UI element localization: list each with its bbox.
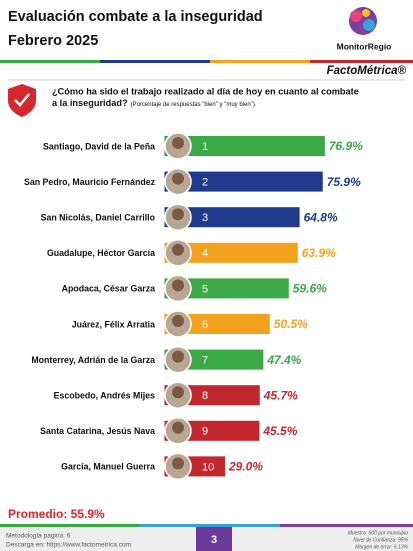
value-label: 50.5% <box>274 317 308 331</box>
rank: 2 <box>202 177 208 189</box>
photo-head <box>172 350 184 363</box>
bar <box>164 242 298 263</box>
value-label: 59.6% <box>293 282 327 296</box>
bars: Santiago, David de la Peña 1 76.9% San Pedr… <box>24 132 363 481</box>
logo-dot <box>350 10 362 22</box>
brand-logo <box>349 7 377 35</box>
rank: 9 <box>202 426 208 438</box>
rank: 5 <box>202 283 208 295</box>
logo-dot <box>363 19 375 31</box>
category-label: Santa Catarina, Jesús Nava <box>40 426 155 436</box>
value-label: 29.0% <box>228 460 263 474</box>
category-label: Guadalupe, Héctor García <box>47 248 155 258</box>
bar <box>164 171 323 192</box>
shield-icon <box>8 84 36 117</box>
category-label: García, Manuel Guerra <box>61 462 155 472</box>
stripe <box>280 524 413 527</box>
average: Promedio: 55.9% <box>8 507 105 521</box>
value-label: 47.4% <box>266 353 301 367</box>
brand-secondary: FactoMétrica® <box>327 65 407 77</box>
rank: 6 <box>202 319 208 331</box>
chart-title: Evaluación combate a la inseguridad <box>8 9 263 25</box>
category-label: Escobedo, Andrés Mijes <box>54 391 155 401</box>
photo-head <box>172 386 184 399</box>
photo-head <box>172 279 184 292</box>
shield <box>8 84 36 117</box>
value-label: 63.9% <box>302 246 336 260</box>
rank: 3 <box>202 212 208 224</box>
color-stripe <box>0 60 413 63</box>
value-label: 64.8% <box>304 210 338 224</box>
footer-methodology: Metodología página: 6 <box>6 533 71 540</box>
footer-download: Descarga en: https://www.factometrica.co… <box>6 542 131 549</box>
bar <box>164 314 270 334</box>
stripe <box>0 524 140 527</box>
photo-head <box>172 457 184 470</box>
page-box <box>196 527 232 551</box>
rank: 1 <box>202 141 208 153</box>
photo-head <box>172 208 184 221</box>
question-line: a la inseguridad? <box>52 98 128 108</box>
stripe <box>210 60 310 63</box>
chart-subtitle: Febrero 2025 <box>8 33 98 49</box>
bar <box>164 278 289 299</box>
rank: 7 <box>202 355 208 367</box>
footer-error: Margen de error: 5.13% <box>355 544 408 550</box>
stripe <box>140 524 280 527</box>
category-label: San Nicolás, Daniel Carrillo <box>41 213 156 223</box>
category-label: Santiago, David de la Peña <box>43 141 155 151</box>
stripe <box>310 60 413 63</box>
value-label: 45.5% <box>262 424 297 438</box>
photo-head <box>172 137 184 149</box>
check <box>14 93 30 107</box>
photo-head <box>172 243 184 256</box>
page-number: 3 <box>211 534 217 546</box>
stripe <box>100 60 210 63</box>
footer <box>0 524 413 551</box>
photo-head <box>172 315 184 327</box>
photo-head <box>172 421 184 434</box>
question-note: (Porcentaje de respuestas "bien" y "muy … <box>131 102 257 108</box>
value-label: 75.9% <box>327 175 361 189</box>
footer-sample: Muestra: 600 por municipio <box>348 530 409 536</box>
bar <box>164 136 325 156</box>
rank: 10 <box>202 461 214 473</box>
rank: 4 <box>202 248 208 260</box>
value-label: 45.7% <box>263 388 298 402</box>
value-label: 76.9% <box>329 139 363 153</box>
logo-dot <box>362 9 370 17</box>
question: a la inseguridad? (Porcentaje de respuest… <box>52 98 257 108</box>
category-label: Monterrey, Adrián de la Garza <box>31 355 155 365</box>
question: ¿Cómo ha sido el trabajo realizado al dí… <box>52 86 359 96</box>
category-label: Apodaca, César Garza <box>62 284 155 294</box>
photo-head <box>172 172 184 185</box>
category-label: San Pedro, Mauricio Fernández <box>24 177 156 187</box>
stripe <box>0 60 100 63</box>
bar <box>164 207 300 228</box>
brand-name: MonitorRegio <box>337 41 392 51</box>
footer-confidence: Nivel de Confianza: 95% <box>353 537 408 543</box>
rank: 8 <box>202 390 208 402</box>
category-label: Juárez, Félix Arratia <box>72 319 155 329</box>
